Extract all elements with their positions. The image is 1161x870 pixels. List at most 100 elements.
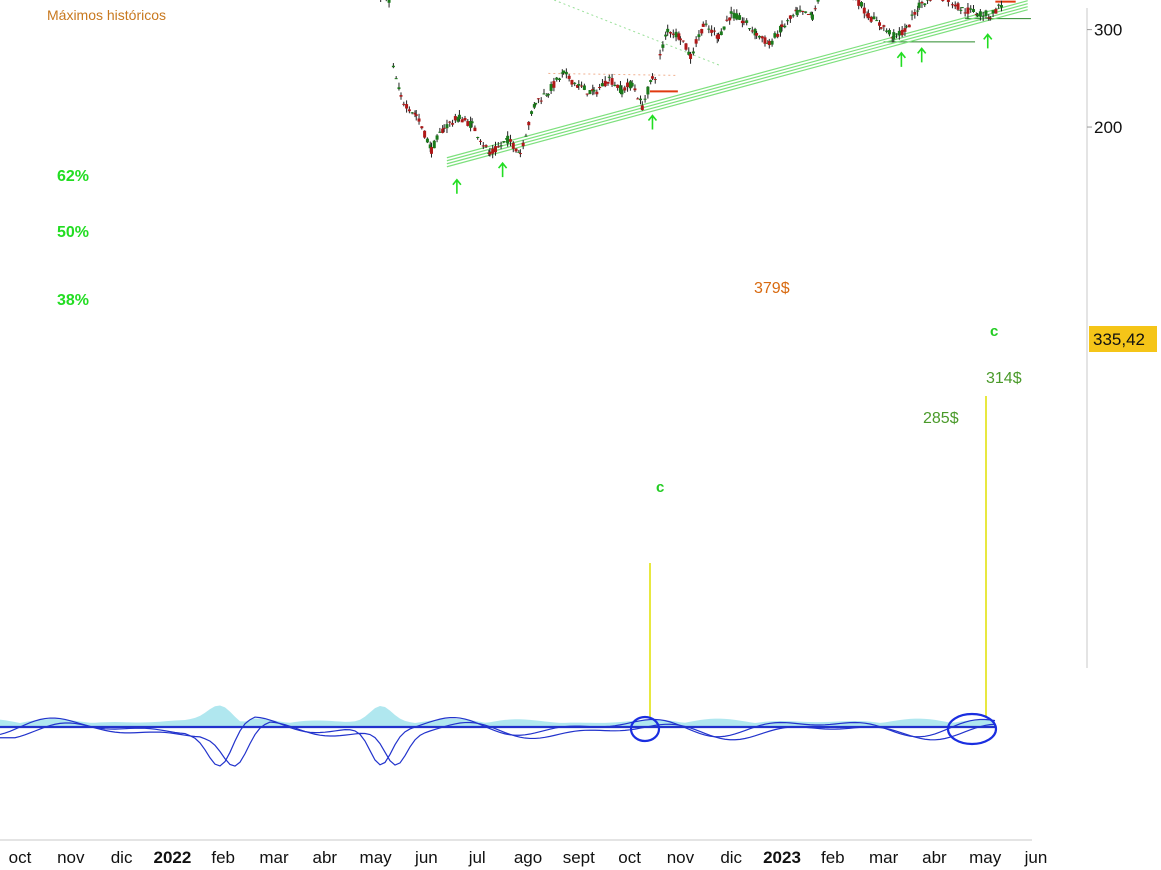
candle-body-230	[613, 84, 617, 86]
candle-body-203	[545, 94, 549, 96]
candle-body-362	[950, 4, 954, 6]
candle-body-347	[913, 11, 917, 15]
candle-body-254	[677, 33, 681, 40]
candle-body-239	[636, 98, 640, 100]
candle-body-188	[506, 135, 510, 144]
x-tick-label-10: ago	[514, 848, 542, 867]
candle-body-255	[678, 38, 682, 41]
candle-body-219	[585, 93, 589, 95]
candle-body-223	[595, 91, 599, 95]
candle-body-276	[732, 12, 736, 19]
candle-body-256	[681, 40, 685, 42]
candle-body-267	[710, 29, 714, 33]
candle-body-244	[649, 80, 653, 82]
candle-body-343	[903, 28, 907, 32]
candle-body-233	[620, 89, 624, 95]
candle-body-289	[766, 42, 770, 44]
candle-body-376	[987, 17, 991, 19]
x-tick-label-6: abr	[313, 848, 338, 867]
candle-body-147	[402, 103, 406, 105]
candle-body-275	[729, 11, 733, 14]
candle-body-227	[606, 81, 610, 84]
trendline-3	[446, 9, 1028, 168]
candle-body-218	[582, 85, 586, 90]
candle-body-214	[573, 82, 577, 84]
candle-body-150	[410, 112, 414, 114]
candle-body-346	[910, 14, 914, 16]
candle-body-260	[691, 51, 695, 54]
candle-body-326	[860, 2, 864, 7]
candle-body-176	[476, 136, 480, 138]
candle-body-169	[457, 114, 461, 119]
candle-body-194	[521, 142, 525, 147]
support-trendline-channel	[446, 0, 1028, 168]
x-tick-label-17: mar	[869, 848, 899, 867]
candle-body-349	[917, 2, 921, 8]
candle-body-193	[518, 153, 522, 155]
candle-body-231	[616, 84, 620, 88]
candle-body-229	[610, 78, 614, 85]
candle-body-280	[742, 21, 746, 23]
candle-body-364	[956, 3, 960, 10]
candle-body-306	[809, 12, 813, 16]
candle-body-271	[719, 31, 723, 36]
candle-body-251	[668, 32, 672, 34]
candle-body-380	[997, 4, 1001, 6]
level-314-label: 314$	[986, 370, 1022, 387]
oscillator-line-fast	[0, 716, 996, 767]
support-arrow-1	[497, 161, 508, 178]
candle-body-157	[428, 144, 432, 149]
candle-body-213	[570, 79, 574, 85]
candle-body-329	[866, 13, 870, 19]
candle-body-332	[875, 20, 879, 22]
level-285-label: 285$	[923, 410, 959, 427]
candle-body-156	[425, 138, 429, 143]
support-arrow-2	[647, 114, 658, 130]
x-tick-label-20: jun	[1024, 848, 1048, 867]
candle-body-165	[448, 121, 452, 123]
candle-body-191	[514, 148, 518, 152]
candle-body-184	[496, 146, 500, 148]
candle-body-195	[524, 135, 528, 137]
candle-body-301	[795, 10, 799, 16]
candle-body-381	[999, 5, 1003, 8]
candle-body-278	[738, 15, 742, 20]
trendline-2	[446, 6, 1028, 165]
candle-body-358	[941, 0, 945, 1]
candle-body-237	[630, 82, 634, 87]
candle-body-178	[481, 145, 485, 147]
candle-body-374	[981, 16, 985, 18]
candle-body-305	[806, 14, 810, 16]
candle-body-238	[633, 88, 637, 91]
annotations: Máximos históricos 62% 50% 38% 379$ 314$…	[47, 7, 1022, 496]
candle-body-379	[994, 9, 998, 14]
support-arrows	[452, 33, 993, 194]
candle-body-225	[600, 83, 604, 87]
x-tick-label-4: feb	[211, 848, 235, 867]
candle-body-365	[959, 9, 963, 11]
candle-body-172	[466, 121, 470, 126]
x-tick-label-18: abr	[922, 848, 947, 867]
candle-body-377	[988, 17, 992, 19]
candle-body-153	[417, 118, 421, 122]
candle-body-196	[527, 121, 531, 126]
candle-body-166	[451, 123, 455, 125]
trendline-1	[446, 3, 1028, 162]
price-axis: 700600500400300200	[1086, 8, 1122, 668]
x-tick-label-9: jul	[468, 848, 486, 867]
resistance-diagonal-line	[552, 0, 722, 67]
candle-body-296	[783, 25, 787, 28]
candle-body-185	[499, 145, 503, 147]
candle-body-261	[694, 39, 698, 44]
candle-body-240	[639, 98, 643, 101]
candle-body-257	[684, 43, 688, 50]
candle-body-373	[978, 11, 982, 17]
oscillator-panel	[0, 705, 998, 767]
candle-body-235	[626, 82, 630, 88]
candle-body-174	[470, 121, 474, 124]
candle-body-249	[664, 34, 668, 37]
oscillator-fill	[0, 705, 995, 727]
candle-body-279	[740, 20, 744, 24]
ath-label: Máximos históricos	[47, 7, 166, 23]
candle-body-308	[813, 8, 817, 10]
